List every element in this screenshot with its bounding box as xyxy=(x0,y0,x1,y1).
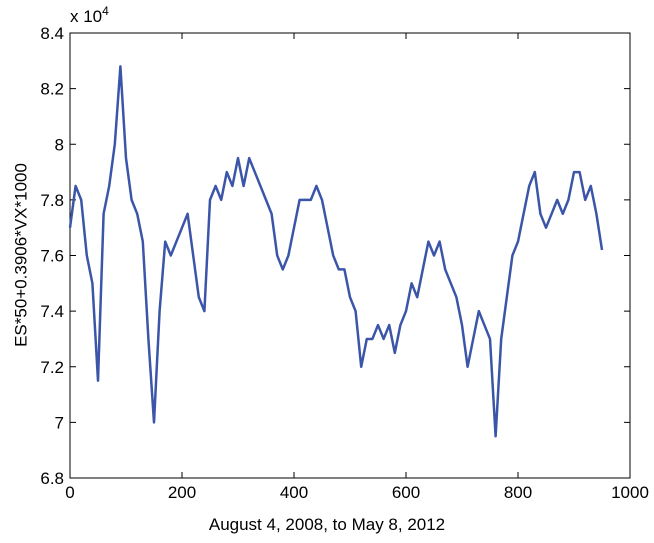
x-tick-label: 1000 xyxy=(611,483,649,502)
y-tick-label: 7 xyxy=(55,413,64,432)
y-tick-label: 8.4 xyxy=(40,24,64,43)
y-multiplier-exponent: 4 xyxy=(102,4,109,18)
y-tick-label: 8 xyxy=(55,135,64,154)
y-tick-label: 7.8 xyxy=(40,191,64,210)
x-tick-label: 0 xyxy=(65,483,74,502)
x-axis-label: August 4, 2008, to May 8, 2012 xyxy=(209,515,445,534)
y-tick-label: 7.2 xyxy=(40,358,64,377)
y-tick-label: 6.8 xyxy=(40,469,64,488)
y-tick-label: 7.6 xyxy=(40,247,64,266)
y-axis-label: ES*50+0.3906*VX*1000 xyxy=(11,163,30,347)
x-tick-label: 800 xyxy=(504,483,532,502)
y-multiplier: x 104 xyxy=(70,4,109,26)
x-tick-label: 600 xyxy=(392,483,420,502)
x-tick-label: 400 xyxy=(280,483,308,502)
data-line xyxy=(68,65,604,438)
y-multiplier-base: x 10 xyxy=(70,7,102,26)
y-tick-label: 8.2 xyxy=(40,80,64,99)
y-tick-label: 7.4 xyxy=(40,302,64,321)
x-tick-label: 200 xyxy=(168,483,196,502)
